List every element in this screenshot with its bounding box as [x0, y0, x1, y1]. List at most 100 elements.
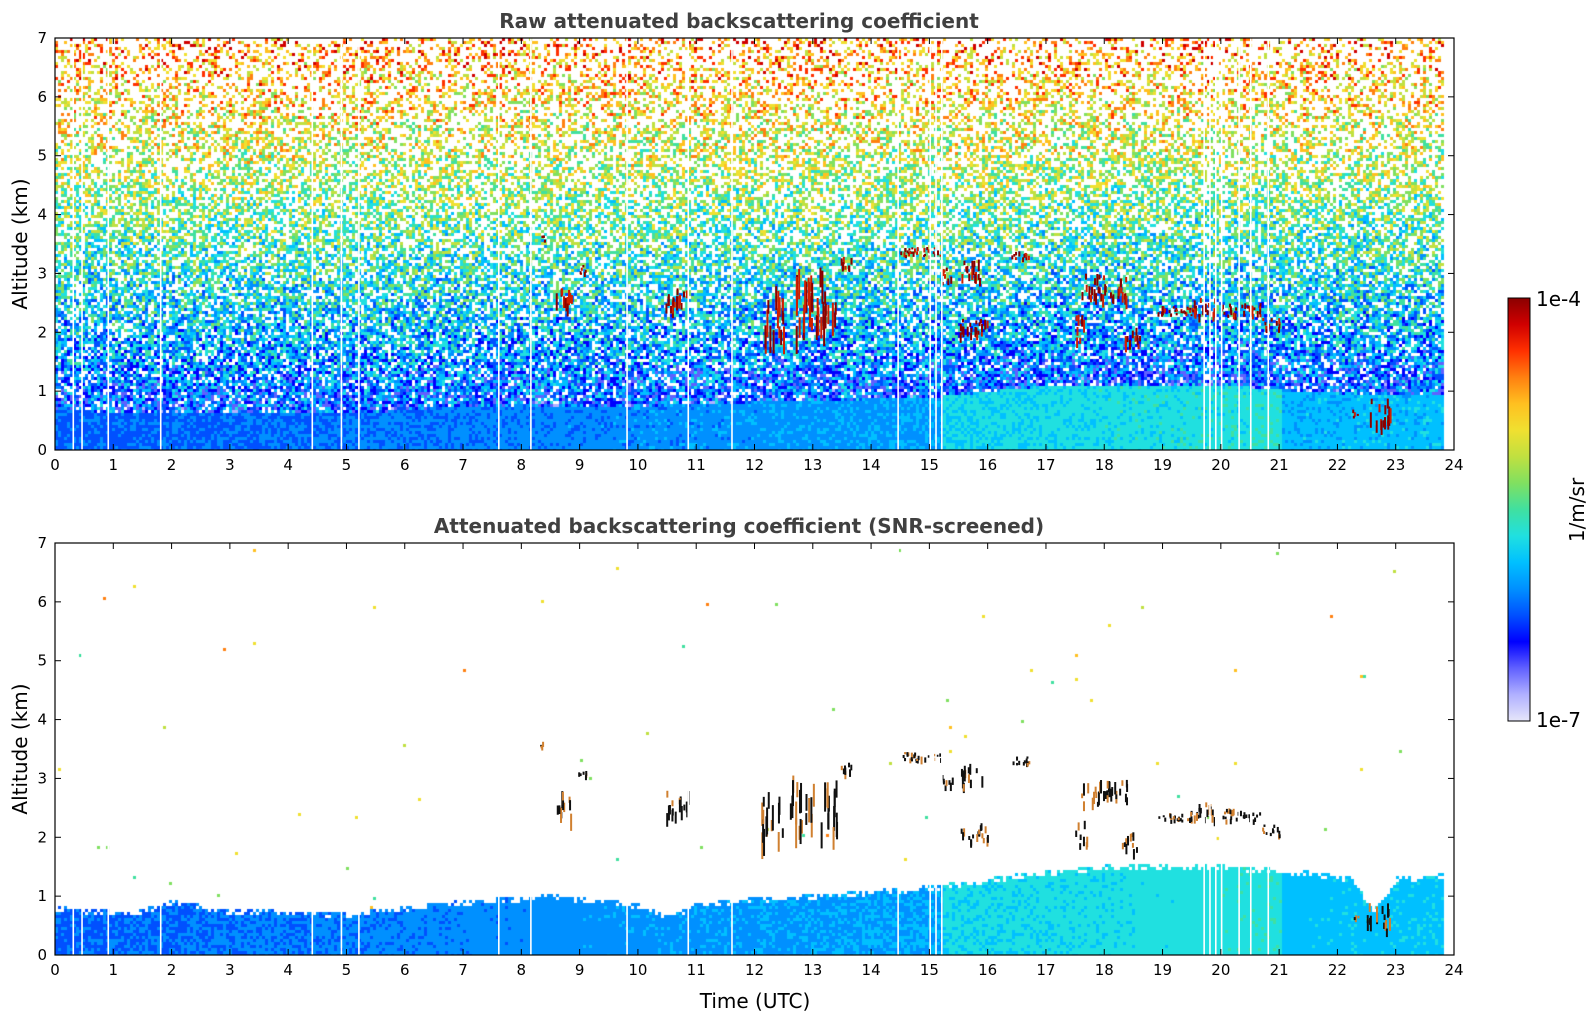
cloud-mark — [906, 754, 909, 757]
x-tick-label: 1 — [109, 456, 119, 474]
cloud-mark — [840, 258, 843, 266]
data-gap — [1209, 38, 1211, 450]
data-gap — [941, 38, 943, 450]
cloud-mark — [911, 759, 914, 762]
cloud-mark — [1235, 817, 1238, 822]
cloud-mark — [1244, 303, 1247, 309]
cloud-mark — [558, 805, 561, 815]
snr-panel-title: Attenuated backscattering coefficient (S… — [434, 514, 1044, 538]
raw-y-axis-ticks: 0 1 2 3 4 5 6 7 — [37, 29, 1454, 459]
cloud-mark — [1183, 310, 1186, 313]
x-tick-label: 14 — [862, 961, 881, 979]
cloud-mark — [1353, 917, 1356, 921]
cloud-mark — [1245, 814, 1248, 818]
cloud-mark — [1228, 303, 1231, 308]
y-tick-label: 1 — [37, 382, 47, 400]
cloud-mark — [1131, 843, 1134, 848]
cloud-mark — [827, 795, 830, 812]
colorbar-min-label: 1e-7 — [1536, 708, 1581, 732]
cloud-mark — [1256, 311, 1259, 318]
cloud-mark — [1225, 819, 1228, 825]
cloud-mark — [1258, 311, 1261, 315]
cloud-mark — [1095, 792, 1098, 799]
data-gap — [498, 543, 500, 955]
cloud-mark — [1253, 307, 1256, 311]
cloud-mark — [827, 813, 830, 829]
cloud-mark — [568, 796, 571, 803]
cloud-mark — [1197, 815, 1200, 819]
cloud-mark — [1124, 342, 1127, 353]
cloud-mark — [1246, 305, 1249, 309]
cloud-mark — [824, 782, 827, 812]
cloud-mark — [1090, 294, 1093, 301]
cloud-mark — [1199, 807, 1202, 814]
cloud-mark — [1126, 797, 1129, 806]
cloud-mark — [934, 753, 937, 757]
cloud-mark — [1198, 807, 1201, 812]
data-gap — [81, 38, 83, 450]
cloud-mark — [1388, 406, 1391, 417]
cloud-mark — [798, 317, 801, 338]
cloud-mark — [1263, 824, 1266, 827]
data-gap — [311, 543, 314, 955]
cloud-mark — [1174, 309, 1177, 313]
cloud-mark — [1026, 756, 1029, 759]
cloud-mark — [782, 326, 785, 355]
cloud-mark — [1354, 917, 1357, 923]
cloud-mark — [1139, 335, 1142, 342]
cloud-mark — [939, 254, 942, 257]
x-tick-label: 6 — [400, 456, 410, 474]
cloud-mark — [1181, 819, 1184, 823]
y-tick-label: 2 — [37, 828, 47, 846]
data-gap — [1249, 543, 1252, 955]
data-gap — [1220, 543, 1223, 955]
cloud-mark — [1248, 814, 1251, 819]
cloud-mark — [582, 771, 585, 775]
cloud-mark — [1095, 293, 1098, 305]
cloud-mark — [1104, 284, 1107, 296]
cloud-mark — [1085, 273, 1088, 280]
cloud-mark — [1076, 337, 1079, 349]
cloud-mark — [916, 758, 919, 764]
cloud-mark — [777, 290, 780, 319]
x-tick-label: 19 — [1153, 456, 1172, 474]
cloud-mark — [817, 307, 820, 336]
data-gap — [1249, 38, 1252, 450]
cloud-mark — [1229, 306, 1232, 314]
cloud-mark — [908, 248, 911, 251]
cloud-mark — [1369, 412, 1372, 428]
cloud-mark — [1173, 818, 1176, 824]
cloud-mark — [579, 773, 582, 777]
x-tick-label: 22 — [1328, 456, 1347, 474]
cloud-mark — [568, 289, 571, 306]
colorbar-bar — [1507, 297, 1531, 722]
colorbar: 1e-4 1e-7 1/m/sr — [1507, 287, 1589, 732]
data-gap — [731, 38, 733, 450]
y-tick-label: 3 — [37, 264, 47, 282]
cloud-mark — [1223, 811, 1226, 815]
cloud-mark — [850, 764, 853, 771]
y-tick-label: 1 — [37, 887, 47, 905]
cloud-mark — [1269, 832, 1272, 837]
data-gap — [897, 38, 899, 450]
cloud-mark — [1211, 809, 1214, 817]
cloud-mark — [666, 813, 669, 827]
data-gap — [941, 543, 943, 955]
cloud-mark — [1192, 309, 1195, 313]
cloud-mark — [1262, 318, 1265, 322]
x-tick-label: 24 — [1444, 961, 1463, 979]
y-tick-label: 0 — [37, 946, 47, 964]
cloud-mark — [1265, 832, 1268, 835]
data-gap — [1238, 38, 1240, 450]
data-gap — [1209, 543, 1211, 955]
cloud-mark — [1106, 790, 1109, 796]
cloud-mark — [540, 745, 543, 749]
cloud-mark — [831, 302, 834, 336]
cloud-mark — [916, 758, 919, 761]
cloud-mark — [1207, 303, 1210, 308]
cloud-mark — [949, 782, 952, 792]
cloud-mark — [1368, 903, 1371, 912]
x-tick-label: 2 — [167, 961, 177, 979]
cloud-mark — [1014, 257, 1017, 260]
cloud-mark — [848, 762, 851, 768]
